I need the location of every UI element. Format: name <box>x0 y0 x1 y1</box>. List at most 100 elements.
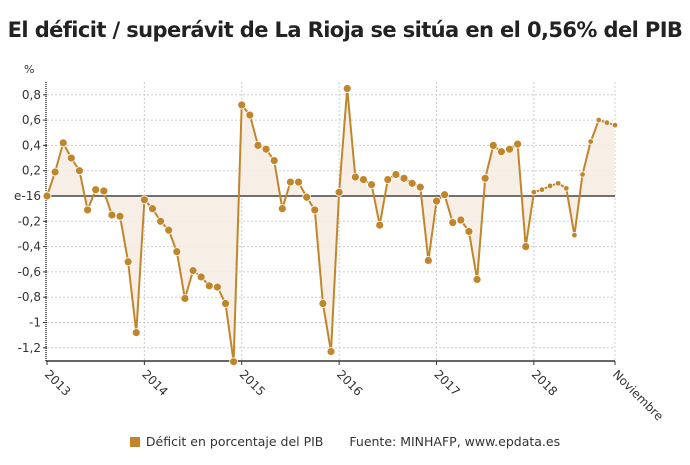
data-point[interactable] <box>172 247 182 257</box>
data-point[interactable] <box>587 138 594 145</box>
data-point[interactable] <box>269 156 279 165</box>
x-tick-label: 2018 <box>529 367 560 398</box>
data-point[interactable] <box>66 153 76 163</box>
y-tick-label: -0,6 <box>18 265 41 279</box>
data-point[interactable] <box>496 147 506 157</box>
data-point[interactable] <box>383 175 393 184</box>
data-point[interactable] <box>156 216 166 226</box>
x-tick-label: Noviembre <box>610 367 666 423</box>
data-point[interactable] <box>480 173 490 183</box>
data-point[interactable] <box>50 167 60 177</box>
y-tick-label: -0,8 <box>18 290 41 304</box>
data-point[interactable] <box>440 190 450 200</box>
legend: Déficit en porcentaje del PIB Fuente: MIN… <box>0 434 690 449</box>
data-point[interactable] <box>99 186 109 196</box>
data-point[interactable] <box>359 175 368 184</box>
data-point[interactable] <box>212 282 222 292</box>
data-point[interactable] <box>611 121 619 129</box>
data-point[interactable] <box>538 186 546 193</box>
data-point[interactable] <box>245 110 255 120</box>
data-point[interactable] <box>58 138 68 148</box>
x-tick-label: 2017 <box>431 367 462 398</box>
data-point[interactable] <box>131 328 141 338</box>
data-point[interactable] <box>423 256 433 265</box>
data-point[interactable] <box>148 204 157 214</box>
data-point[interactable] <box>188 266 198 276</box>
data-point[interactable] <box>334 187 344 197</box>
data-point[interactable] <box>350 172 360 182</box>
data-point[interactable] <box>91 185 101 195</box>
y-tick-label: 0,6 <box>22 113 41 127</box>
data-point[interactable] <box>342 84 352 93</box>
data-point[interactable] <box>367 180 376 190</box>
y-tick-label: 0,2 <box>22 164 41 178</box>
data-point[interactable] <box>375 220 385 230</box>
data-point[interactable] <box>563 185 570 192</box>
data-point[interactable] <box>432 196 441 206</box>
y-axis-ticks: 0,8 0,6 0,4 0,2 e-16 -0,2 -0,4 -0,6 -0,8 -1 -1,2 <box>14 88 47 355</box>
data-point[interactable] <box>164 225 174 235</box>
data-point[interactable] <box>237 100 247 110</box>
data-point[interactable] <box>221 299 230 308</box>
legend-swatch-icon <box>129 437 140 447</box>
source-text: Fuente: MINHAFP, www.epdata.es <box>349 434 561 449</box>
data-point[interactable] <box>415 182 425 192</box>
data-point[interactable] <box>107 210 117 220</box>
y-tick-label: e-16 <box>14 189 41 203</box>
data-point[interactable] <box>603 119 611 126</box>
data-point[interactable] <box>456 215 466 225</box>
data-point[interactable] <box>555 180 562 187</box>
data-point[interactable] <box>505 144 514 154</box>
data-point[interactable] <box>204 281 214 291</box>
data-point[interactable] <box>83 205 92 215</box>
data-point-markers <box>42 84 619 367</box>
x-tick-label: 2015 <box>237 367 268 398</box>
data-point[interactable] <box>595 116 602 124</box>
data-point[interactable] <box>326 347 336 356</box>
data-point[interactable] <box>139 195 149 205</box>
data-point[interactable] <box>196 272 206 282</box>
data-point[interactable] <box>488 140 498 150</box>
data-point[interactable] <box>310 205 320 215</box>
data-point[interactable] <box>579 171 586 178</box>
data-point[interactable] <box>546 182 554 190</box>
data-point[interactable] <box>391 170 401 179</box>
legend-series-label[interactable]: Déficit en porcentaje del PIB <box>145 434 324 449</box>
data-point[interactable] <box>294 177 303 187</box>
data-point[interactable] <box>521 242 531 252</box>
y-axis-unit: % <box>24 63 35 76</box>
y-tick-label: 0,8 <box>22 88 41 102</box>
data-point[interactable] <box>448 218 458 227</box>
area-fill <box>47 88 615 362</box>
y-tick-label: 0,4 <box>22 138 41 152</box>
data-point[interactable] <box>286 177 295 187</box>
y-tick-label: -1 <box>29 316 41 330</box>
data-point[interactable] <box>530 189 538 196</box>
data-point[interactable] <box>229 357 239 367</box>
x-tick-label: 2016 <box>334 367 365 398</box>
data-point[interactable] <box>513 139 523 149</box>
data-point[interactable] <box>277 204 287 214</box>
data-point[interactable] <box>261 144 271 154</box>
y-tick-label: -0,2 <box>18 214 41 228</box>
x-tick-label: 2013 <box>42 367 73 398</box>
data-point[interactable] <box>464 227 474 236</box>
chart-title: El déficit / superávit de La Rioja se si… <box>7 18 683 42</box>
data-point[interactable] <box>42 191 52 201</box>
data-point[interactable] <box>472 275 482 284</box>
x-tick-label: 2014 <box>139 367 170 398</box>
data-point[interactable] <box>407 178 417 188</box>
data-point[interactable] <box>180 294 190 303</box>
data-point[interactable] <box>115 211 125 221</box>
data-point[interactable] <box>302 192 312 202</box>
data-point[interactable] <box>318 299 328 308</box>
data-point[interactable] <box>571 232 578 239</box>
data-point[interactable] <box>399 173 409 183</box>
y-tick-label: -0,4 <box>18 240 41 254</box>
data-point[interactable] <box>253 140 263 150</box>
data-point[interactable] <box>75 166 84 176</box>
x-axis-ticks: 2013 2014 2015 2016 2017 2018 Noviembre <box>42 361 666 423</box>
y-tick-label: -1,2 <box>18 341 41 355</box>
data-point[interactable] <box>123 257 133 267</box>
